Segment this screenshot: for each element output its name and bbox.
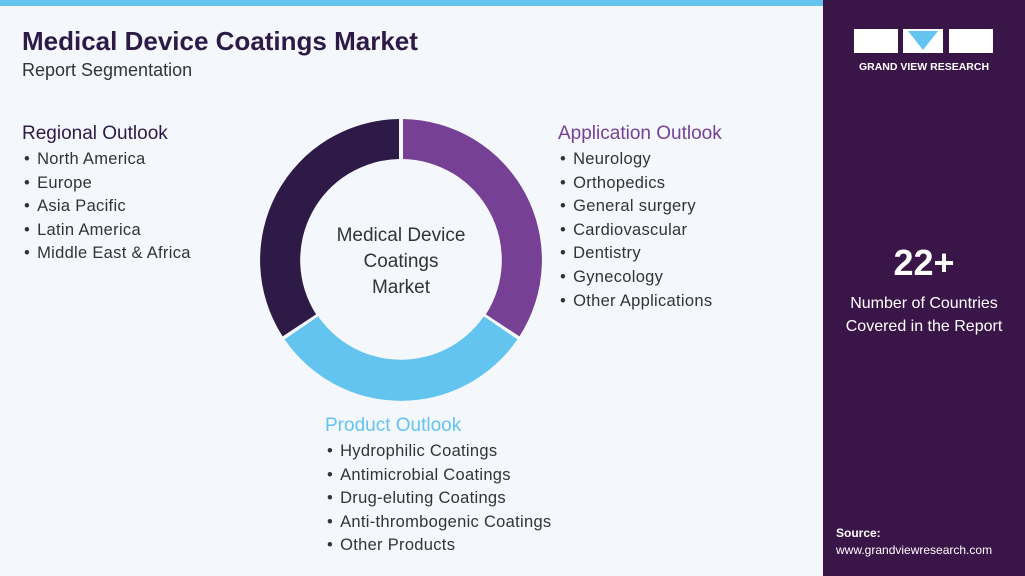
segment-list: North AmericaEuropeAsia PacificLatin Ame… [22, 148, 191, 266]
segment-list: Hydrophilic CoatingsAntimicrobial Coatin… [325, 440, 552, 558]
title: Medical Device Coatings Market [22, 26, 418, 56]
segment-item: Drug-eluting Coatings [325, 487, 552, 511]
segment-item: Asia Pacific [22, 195, 191, 219]
top-stripe [0, 0, 823, 6]
segment-list: NeurologyOrthopedicsGeneral surgeryCardi… [558, 148, 722, 313]
sidebar: GRAND VIEW RESEARCH 22+ Number of Countr… [823, 0, 1025, 576]
stat: 22+ [893, 242, 955, 283]
segment-item: Hydrophilic Coatings [325, 440, 552, 464]
source-url: www.grandviewresearch.com [836, 543, 993, 557]
donut-segment [403, 119, 542, 337]
segment-block: Product Outlook Hydrophilic CoatingsAntim… [325, 415, 552, 558]
donut-segment [284, 316, 518, 401]
segment-block: Application OutlookNeurologyOrthopedicsG… [558, 123, 722, 313]
segment-title: Application Outlook [558, 123, 722, 144]
donut-segment [260, 119, 399, 337]
logo: GRAND VIEW RESEARCH [854, 29, 993, 73]
segment-item: Europe [22, 172, 191, 196]
segment-item: Latin America [22, 219, 191, 243]
segment-item: Antimicrobial Coatings [325, 464, 552, 488]
brand: GRAND VIEW RESEARCH [859, 61, 989, 73]
segment-item: Cardiovascular [558, 219, 722, 243]
segment-item: Middle East & Africa [22, 242, 191, 266]
segment-item: Gynecology [558, 266, 722, 290]
center-line: Coatings [363, 251, 439, 272]
source-label: Source: [836, 526, 881, 540]
segment-item: Orthopedics [558, 172, 722, 196]
segment-item: Dentistry [558, 242, 722, 266]
segment-item: North America [22, 148, 191, 172]
segment-title: Regional Outlook [22, 123, 168, 144]
donut [260, 119, 542, 401]
segment-item: Other Products [325, 534, 552, 558]
segment-title: Product Outlook [325, 415, 462, 436]
center-line: Medical Device [336, 225, 466, 246]
stat-label: Number of Countries Covered in the Report [823, 292, 1025, 338]
stat-line: Number of Countries [850, 295, 998, 312]
center-line: Market [371, 277, 431, 298]
segment-item: General surgery [558, 195, 722, 219]
segment-item: Neurology [558, 148, 722, 172]
stat-line: Covered in the Report [845, 318, 1003, 335]
subtitle: Report Segmentation [22, 60, 193, 80]
center-label: Medical Device Coatings Market [301, 223, 501, 301]
segment-item: Other Applications [558, 290, 722, 314]
segment-block: Regional Outlook North AmericaEuropeAsia … [22, 123, 191, 266]
segment-item: Anti-thrombogenic Coatings [325, 511, 552, 535]
